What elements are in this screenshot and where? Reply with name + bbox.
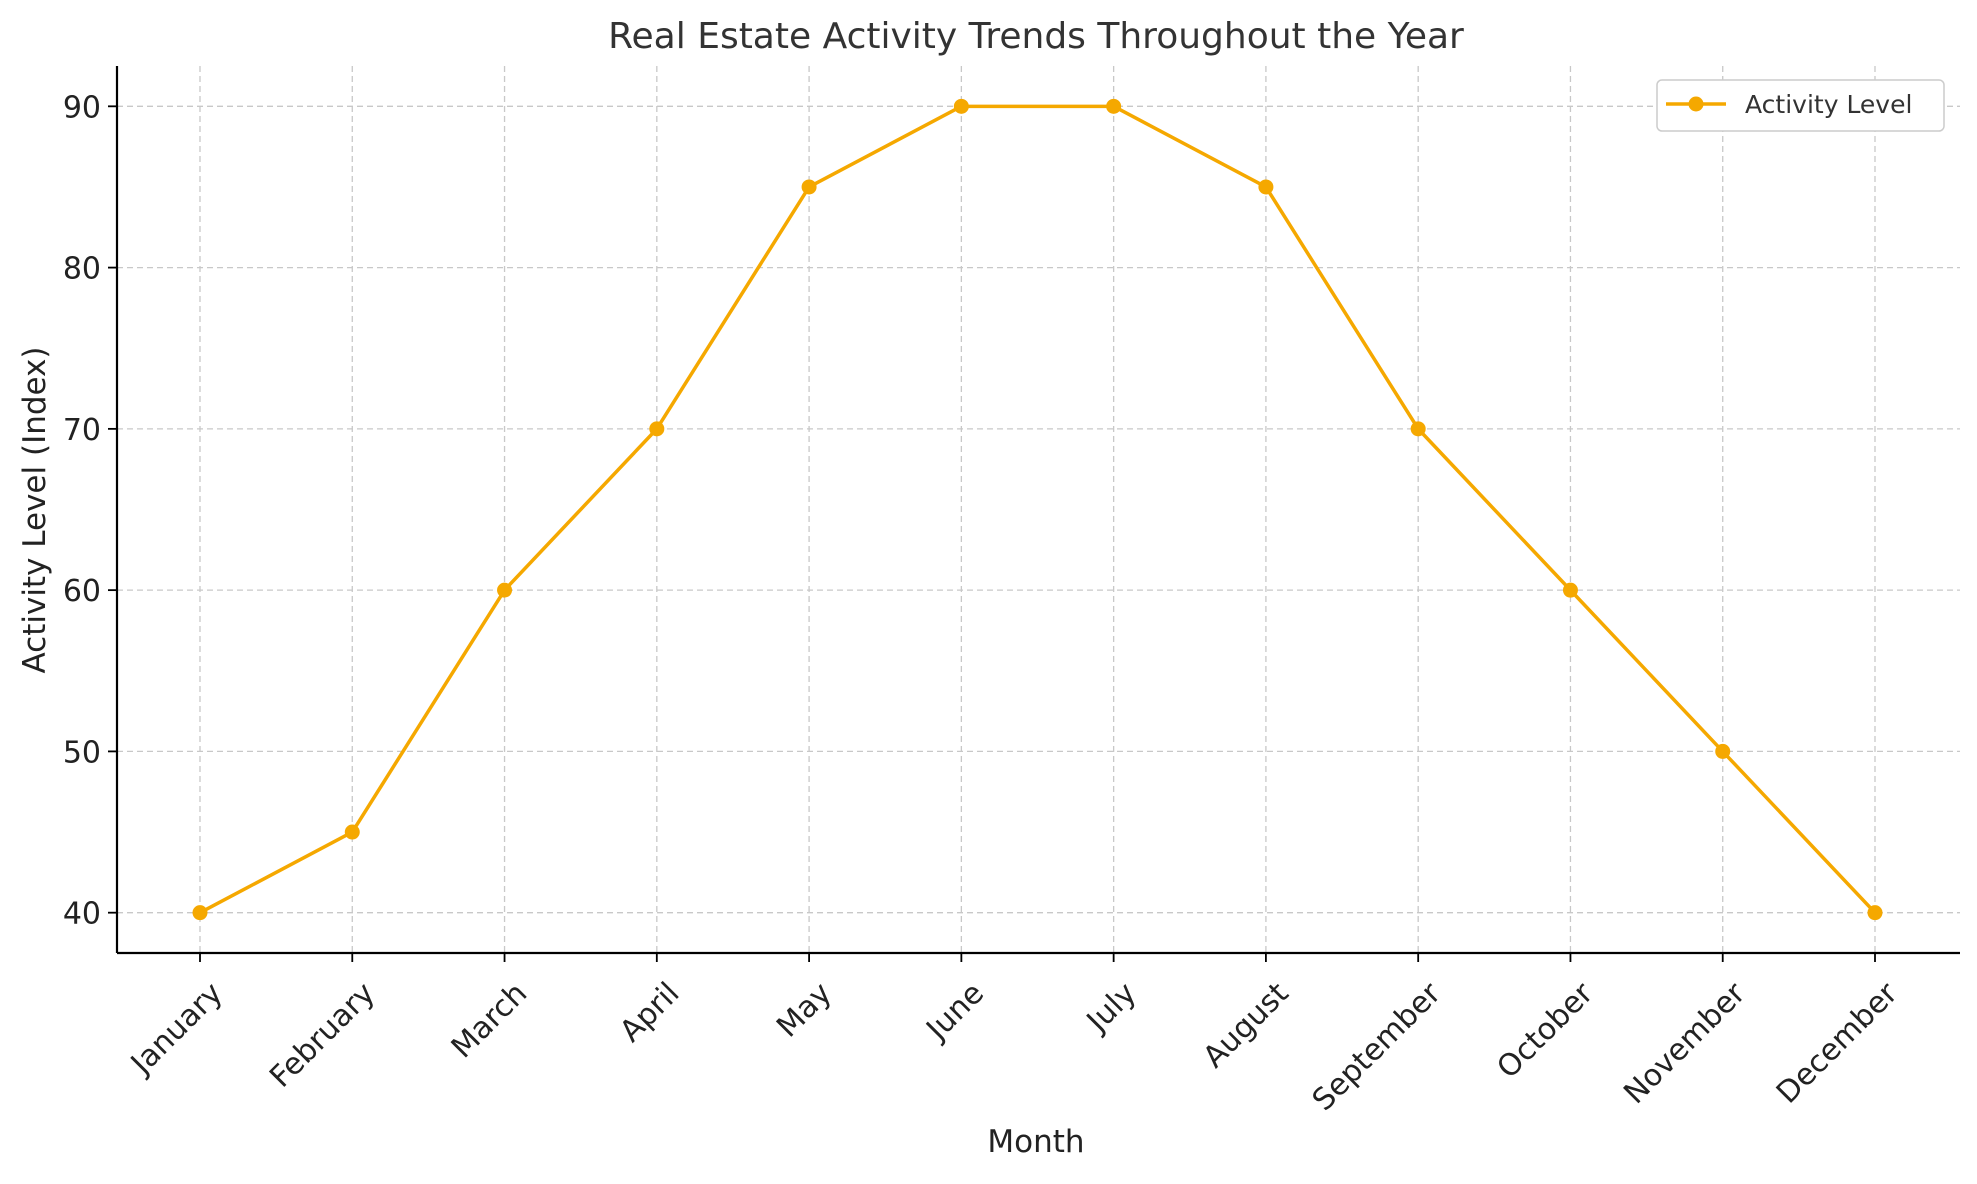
y-tick-label: 70: [63, 413, 101, 448]
data-point: [1258, 179, 1274, 195]
tick-labels: January February March April May June July Augu…: [63, 90, 1905, 1118]
data-point: [1562, 582, 1578, 598]
x-tick-label: March: [445, 976, 534, 1065]
x-tick-label: June: [919, 976, 991, 1048]
x-tick-label: May: [770, 976, 839, 1045]
x-tick-label: February: [263, 976, 382, 1095]
data-point: [649, 421, 665, 437]
data-point: [497, 582, 513, 598]
data-point: [1410, 421, 1426, 437]
legend-entry-activity-level: Activity Level: [1745, 90, 1912, 119]
series-line-activity-level: [199, 104, 1877, 915]
y-tick-label: 50: [63, 735, 101, 770]
y-tick-label: 90: [63, 90, 101, 125]
x-tick-label: November: [1617, 975, 1753, 1111]
x-tick-label: July: [1079, 976, 1143, 1040]
data-point: [801, 179, 817, 195]
data-point: [1715, 743, 1731, 759]
x-tick-label: August: [1197, 976, 1296, 1075]
chart-title: Real Estate Activity Trends Throughout t…: [608, 16, 1464, 57]
data-point: [344, 824, 360, 840]
data-point: [1106, 98, 1122, 114]
y-axis-label: Activity Level (Index): [17, 347, 53, 674]
x-tick-label: April: [613, 976, 686, 1049]
x-tick-label: December: [1770, 975, 1905, 1110]
x-axis-label: Month: [987, 1124, 1084, 1160]
grid: [117, 66, 1960, 953]
series: [192, 98, 1883, 921]
legend-marker-swatch: [1688, 96, 1704, 112]
data-point: [1867, 905, 1883, 921]
y-tick-label: 60: [63, 574, 101, 609]
x-tick-label: September: [1306, 975, 1448, 1117]
x-tick-label: January: [123, 976, 230, 1083]
y-tick-label: 80: [63, 252, 101, 287]
y-tick-label: 40: [63, 897, 101, 932]
data-point: [192, 905, 208, 921]
legend-box: [1656, 79, 1945, 132]
x-tick-label: October: [1490, 975, 1600, 1085]
data-point: [953, 98, 969, 114]
axes: [108, 66, 1960, 962]
legend: Activity Level: [1656, 79, 1945, 132]
